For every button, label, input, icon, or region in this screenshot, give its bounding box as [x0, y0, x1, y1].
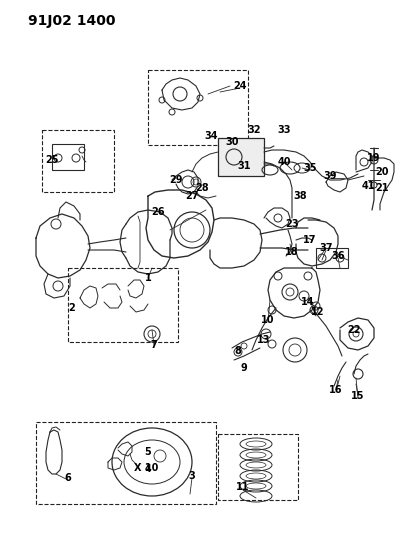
- Text: 19: 19: [367, 153, 381, 163]
- Text: 11: 11: [236, 482, 250, 492]
- Text: 24: 24: [233, 81, 247, 91]
- Text: 39: 39: [323, 171, 337, 181]
- Bar: [68, 268, 178, 342]
- Text: 4: 4: [145, 464, 152, 474]
- Text: 91J02 1400: 91J02 1400: [28, 14, 116, 28]
- Text: 5: 5: [145, 447, 152, 457]
- Bar: [36, 422, 216, 504]
- Text: 20: 20: [375, 167, 389, 177]
- Text: 8: 8: [235, 346, 241, 356]
- Text: 2: 2: [69, 303, 75, 313]
- Text: 6: 6: [64, 473, 71, 483]
- Text: 9: 9: [241, 363, 247, 373]
- Text: 25: 25: [45, 155, 59, 165]
- Text: X 10: X 10: [134, 463, 158, 473]
- Text: 3: 3: [189, 471, 195, 481]
- Text: 41: 41: [361, 181, 375, 191]
- Text: 16: 16: [329, 385, 343, 395]
- Text: 29: 29: [169, 175, 183, 185]
- Text: 10: 10: [261, 315, 275, 325]
- Text: 34: 34: [204, 131, 218, 141]
- Text: 21: 21: [375, 183, 389, 193]
- Text: 15: 15: [351, 391, 365, 401]
- Bar: [218, 434, 298, 500]
- Text: 1: 1: [145, 273, 152, 283]
- Text: 37: 37: [319, 243, 333, 253]
- Text: 13: 13: [257, 335, 271, 345]
- Text: 23: 23: [285, 219, 299, 229]
- Text: 35: 35: [303, 163, 317, 173]
- Text: 17: 17: [303, 235, 317, 245]
- Text: 36: 36: [331, 251, 345, 261]
- Text: 32: 32: [247, 125, 261, 135]
- Text: 14: 14: [301, 297, 315, 307]
- Text: 33: 33: [277, 125, 291, 135]
- Text: 31: 31: [237, 161, 251, 171]
- Text: 18: 18: [285, 247, 299, 257]
- Text: 12: 12: [311, 307, 325, 317]
- Text: 22: 22: [347, 325, 361, 335]
- Text: 7: 7: [151, 340, 158, 350]
- Bar: [218, 138, 264, 176]
- Bar: [316, 248, 348, 268]
- Text: 27: 27: [185, 191, 199, 201]
- Text: 26: 26: [151, 207, 165, 217]
- Bar: [52, 144, 84, 170]
- Bar: [42, 130, 114, 192]
- Text: 40: 40: [277, 157, 291, 167]
- Bar: [148, 70, 248, 145]
- Text: 28: 28: [195, 183, 209, 193]
- Text: 38: 38: [293, 191, 307, 201]
- Text: 30: 30: [225, 137, 239, 147]
